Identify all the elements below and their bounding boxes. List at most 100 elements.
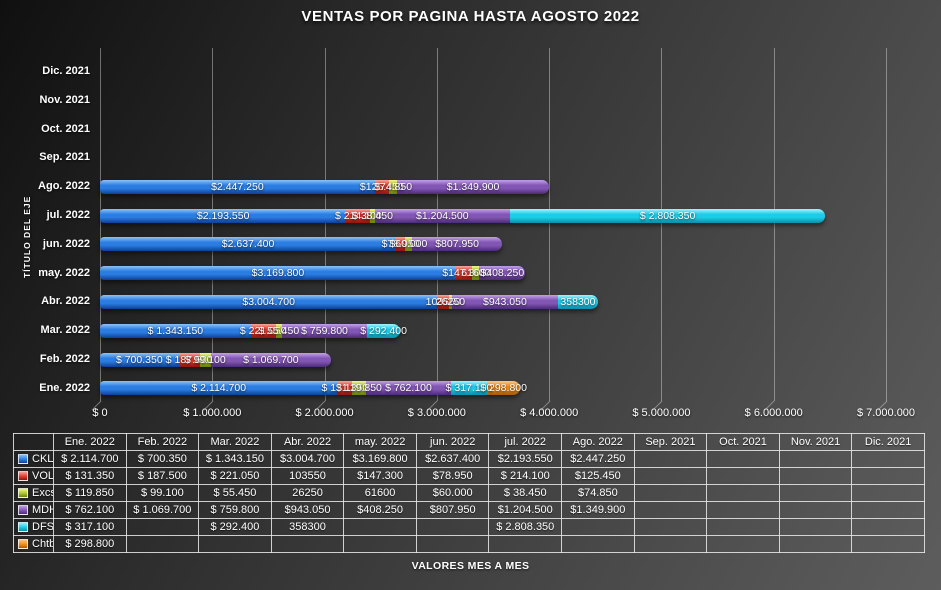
table-row-vol: VOL $ 131.350 $ 187.500 $ 221.050 103550 $147… bbox=[13, 467, 925, 485]
table-cell bbox=[198, 535, 272, 553]
legend-label: CKL bbox=[32, 453, 54, 465]
table-cell: $ 1.343.150 bbox=[198, 450, 272, 468]
legend-label: MDH bbox=[32, 504, 53, 516]
bar-label-vol: $125.450 bbox=[359, 180, 404, 193]
table-cell: $2.447.250 bbox=[561, 450, 635, 468]
table-col-header: may. 2022 bbox=[343, 433, 417, 451]
bar-label-dfs: $ 292.400 bbox=[360, 324, 407, 337]
bar-segment-vol bbox=[346, 208, 371, 223]
table-cell: $ 214.100 bbox=[488, 467, 563, 485]
x-axis-tick-label: $ 1.000.000 bbox=[183, 407, 242, 419]
table-cell: 61600 bbox=[343, 484, 417, 502]
data-table: Ene. 2022 Feb. 2022 Mar. 2022 Abr. 2022 may.… bbox=[13, 433, 925, 553]
table-cell: $ 298.800 bbox=[53, 535, 127, 553]
y-axis-label: Ene. 2022 bbox=[39, 381, 90, 394]
legend-cell-chtb: Chtb bbox=[13, 535, 54, 553]
table-cell bbox=[633, 518, 708, 536]
table-cell: 358300 bbox=[270, 518, 345, 536]
bar-segment-vol bbox=[396, 237, 405, 252]
table-row-ckl: CKL $ 2.114.700 $ 700.350 $ 1.343.150 $3.004… bbox=[13, 450, 925, 468]
bar-label-excs: 61600 bbox=[461, 267, 491, 280]
table-cell: $ 2.114.700 bbox=[53, 450, 127, 468]
table-cell: $2.193.550 bbox=[488, 450, 563, 468]
x-axis-tick-label: $ 4.000.000 bbox=[520, 407, 579, 419]
bar-label-excs: $ 38.450 bbox=[352, 209, 393, 222]
table-cell bbox=[270, 535, 345, 553]
table-cell: $3.004.700 bbox=[270, 450, 345, 468]
y-axis-label: Sep. 2021 bbox=[39, 151, 90, 164]
legend-label: Chtb bbox=[32, 538, 54, 550]
table-cell: $ 292.400 bbox=[198, 518, 272, 536]
table-cell: $807.950 bbox=[415, 501, 490, 519]
table-cell bbox=[415, 518, 490, 536]
table-cell bbox=[415, 535, 490, 553]
bar-label-mdh: $1.349.900 bbox=[446, 180, 500, 193]
table-cell: 103550 bbox=[270, 467, 345, 485]
bar-segment-vol bbox=[437, 294, 449, 309]
table-cell bbox=[778, 450, 853, 468]
table-cell: $1.349.900 bbox=[561, 501, 635, 519]
legend-label: VOL bbox=[32, 470, 54, 482]
bar-label-ckl: $2.193.550 bbox=[196, 209, 250, 222]
bar-label-mdh: $408.250 bbox=[480, 267, 525, 280]
table-cell bbox=[778, 535, 853, 553]
y-axis-label: may. 2022 bbox=[38, 266, 90, 279]
y-axis-label: Abr. 2022 bbox=[41, 295, 90, 308]
y-axis-label: jun. 2022 bbox=[42, 237, 90, 250]
table-row-mdh: MDH$ 762.100$ 1.069.700$ 759.800$943.050… bbox=[13, 501, 925, 519]
y-axis-label: jul. 2022 bbox=[46, 209, 90, 221]
bar-feb-2022 bbox=[100, 352, 331, 367]
table-row-excs: Excs $ 119.850 $ 99.100 $ 55.450 26250 61600 $… bbox=[13, 484, 925, 502]
gridline bbox=[549, 48, 551, 401]
table-cell: $ 55.450 bbox=[198, 484, 272, 502]
table-cell: $ 38.450 bbox=[488, 484, 563, 502]
bar-segment-dfs bbox=[451, 381, 487, 396]
table-cell: $3.169.800 bbox=[343, 450, 417, 468]
x-axis-tick-label: $ 3.000.000 bbox=[407, 407, 466, 419]
bar-segment-mdh bbox=[451, 294, 558, 309]
legend-swatch-icon bbox=[18, 505, 28, 515]
bar-segment-mdh bbox=[365, 381, 452, 396]
bar-ago-2022 bbox=[100, 179, 549, 194]
bar-mar-2022 bbox=[100, 323, 400, 338]
bar-label-ckl: $3.004.700 bbox=[242, 295, 295, 308]
bar-segment-ckl bbox=[100, 294, 438, 309]
legend-swatch-icon bbox=[18, 471, 28, 481]
y-axis-label: Oct. 2021 bbox=[41, 122, 90, 135]
bar-label-chtb: $ 298.800 bbox=[480, 382, 527, 395]
legend-cell-mdh: MDH bbox=[13, 501, 54, 519]
bar-segment-vol bbox=[250, 323, 276, 338]
table-cell: $147.300 bbox=[343, 467, 417, 485]
bar-label-ckl: $2.637.400 bbox=[221, 238, 275, 251]
legend-cell-excs: Excs bbox=[13, 484, 54, 502]
bar-segment-excs bbox=[449, 294, 452, 309]
bar-label-dfs: $ 317.100 bbox=[445, 382, 493, 395]
bar-segment-dfs bbox=[557, 294, 599, 309]
legend-label: DFS bbox=[32, 521, 54, 533]
bar-segment-mdh bbox=[411, 237, 503, 252]
bar-label-excs: 26250 bbox=[435, 295, 466, 308]
legend-key: DFS bbox=[16, 521, 54, 533]
legend-key: MDH bbox=[16, 504, 53, 516]
bar-label-vol: $ 214.100 bbox=[334, 209, 382, 222]
table-col-header: Sep. 2021 bbox=[633, 433, 708, 451]
bar-segment-excs bbox=[199, 352, 211, 367]
bar-segment-ckl bbox=[100, 237, 397, 252]
bar-segment-mdh bbox=[210, 352, 331, 367]
bar-segment-excs bbox=[275, 323, 282, 338]
bar-label-dfs: 358300 bbox=[560, 295, 596, 308]
table-cell bbox=[125, 518, 200, 536]
bar-label-vol: $147.300 bbox=[442, 267, 487, 280]
table-col-header: Abr. 2022 bbox=[270, 433, 345, 451]
table-cell: $ 221.050 bbox=[198, 467, 272, 485]
table-cell bbox=[343, 518, 417, 536]
table-cell: $ 762.100 bbox=[53, 501, 127, 519]
bar-label-dfs: $ 2.808.350 bbox=[639, 209, 696, 222]
bar-segment-chtb bbox=[486, 381, 521, 396]
table-cell: $ 131.350 bbox=[53, 467, 127, 485]
table-cell: $74.850 bbox=[561, 484, 635, 502]
table-col-header: Dic. 2021 bbox=[851, 433, 925, 451]
bar-label-excs: $ 119.850 bbox=[335, 382, 382, 395]
gridline bbox=[661, 48, 663, 401]
bar-segment-dfs bbox=[367, 323, 400, 338]
